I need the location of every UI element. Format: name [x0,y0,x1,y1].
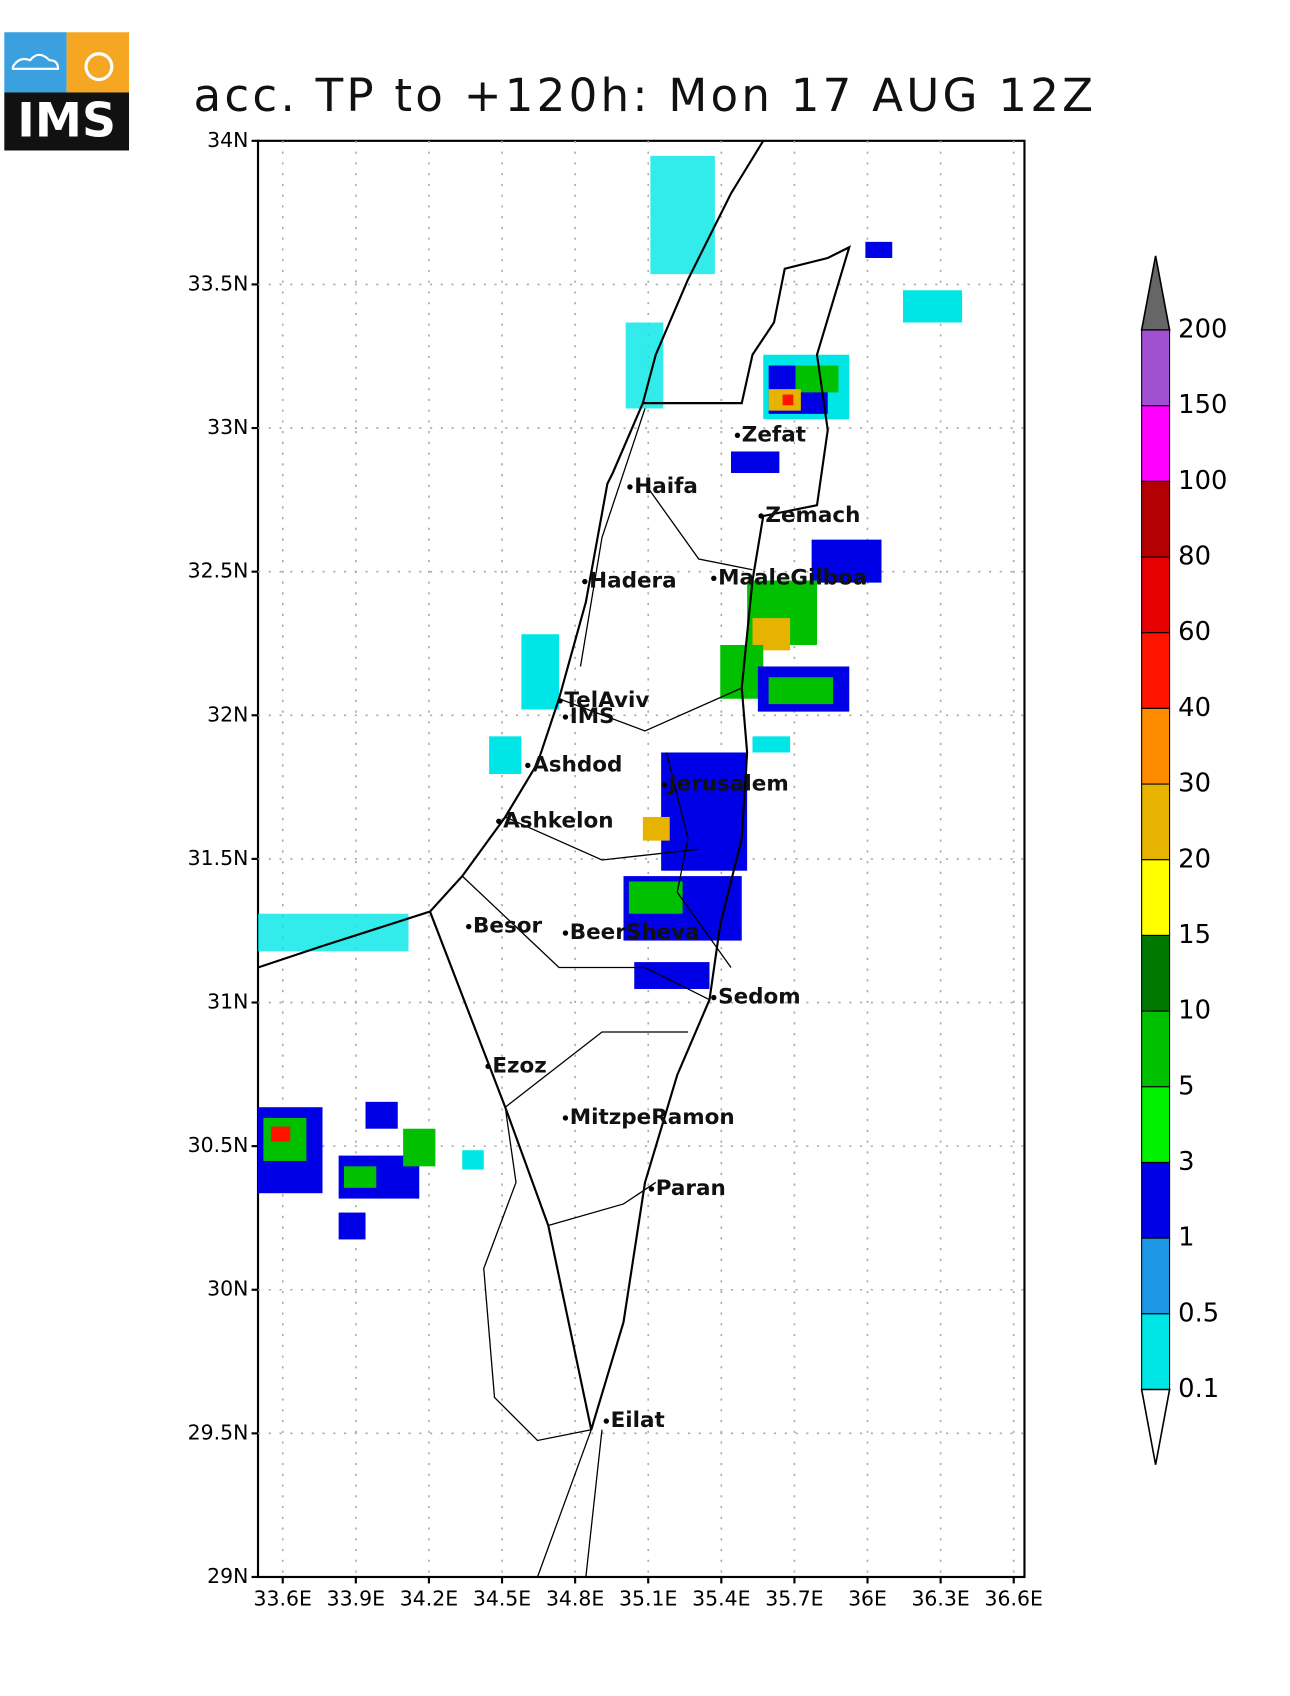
city-dot [562,930,569,936]
colorbar-segment [1141,1010,1171,1088]
city-label: Ashdod [532,752,622,777]
lon-label: 33.9E [327,1587,385,1611]
city-dot [525,762,531,769]
city-label: Jerusalem [667,772,789,797]
lat-label: 32N [207,702,248,726]
lon-label: 36.3E [911,1587,969,1611]
city-dot [734,432,741,439]
city-dot [711,994,717,1001]
city-label: IMS [570,704,615,729]
city-label: MaaleGilboa [718,565,867,590]
city-label: Hadera [589,569,677,594]
colorbar-segment [1141,859,1171,936]
colorbar-segment [1141,707,1171,785]
lat-label: 29.5N [188,1420,249,1444]
city-label: TelAviv [564,688,649,713]
city-label: Ashkelon [503,808,613,833]
map-title: acc. TP to +120h: Mon 17 AUG 12Z [194,69,1097,122]
lat-label: 30N [207,1277,248,1301]
city-label: Paran [656,1176,726,1201]
borders [257,140,851,1578]
city-dot [648,1186,655,1192]
colorbar-label: 30 [1178,769,1211,799]
city-dot [562,714,569,720]
lat-label: 29N [207,1564,248,1588]
precipitation [258,155,963,1240]
colorbar-label: 5 [1178,1071,1194,1101]
city-dot [485,1063,491,1070]
colorbar-label: 100 [1178,466,1227,496]
lon-label: 36.6E [985,1587,1043,1611]
lat-label: 34N [207,128,248,152]
colorbar-segment [1141,1313,1171,1391]
city-dot [466,923,472,930]
colorbar-label: 20 [1178,844,1211,874]
colorbar-segment [1141,1161,1171,1239]
city-label: MitzpeRamon [570,1105,735,1130]
city-label: Eilat [611,1408,665,1433]
colorbar: 200 150 100 80 60 40 30 20 15 10 5 3 1 0.5 0.1 [1140,255,1227,1465]
colorbar-label: 15 [1178,920,1211,950]
city-dot [562,1115,569,1121]
city-dot [758,513,764,519]
lon-label: 36E [848,1587,887,1611]
city-label: Zemach [765,503,860,528]
lon-label: 35.7E [765,1587,823,1611]
lat-label: 31.5N [188,846,249,870]
city-label: Sedom [718,985,801,1010]
colorbar-label: 0.5 [1178,1298,1219,1328]
lat-label: 30.5N [188,1133,249,1157]
city-dot [557,698,563,704]
logo-text: IMS [17,94,116,149]
colorbar-segment [1141,783,1171,861]
colorbar-segment [1141,1086,1171,1164]
city-dot [603,1418,609,1424]
city-dot [627,484,633,490]
lat-label: 33N [207,415,248,439]
lon-label: 34.5E [473,1587,531,1611]
grid: 34N 33.5N 33N 32.5N 32N 31.5N 31N 30.5N 30N 29.5N… [188,128,1043,1611]
colorbar-label: 80 [1178,542,1211,572]
colorbar-top [1140,255,1171,331]
lon-label: 35.4E [692,1587,750,1611]
colorbar-label: 1 [1178,1223,1194,1253]
lon-label: 33.6E [254,1587,312,1611]
colorbar-bottom [1140,1388,1171,1465]
colorbar-label: 3 [1178,1147,1194,1177]
city-labels: Zefat Haifa Zemach Hadera MaaleGilboa TelAviv… [466,422,867,1433]
colorbar-label: 150 [1178,390,1227,420]
colorbar-segment [1141,632,1171,709]
city-dot [496,818,502,824]
lon-label: 35.1E [619,1587,677,1611]
city-label: Haifa [634,474,698,499]
colorbar-segment [1141,405,1171,482]
city-dot [582,578,588,585]
lat-label: 31N [207,990,248,1014]
city-label: BeerSheva [570,920,700,945]
city-dot [661,782,668,788]
colorbar-segment [1141,556,1171,634]
city-label: Besor [473,914,542,939]
colorbar-label: 200 [1178,315,1227,345]
logo: IMS [4,32,130,151]
colorbar-segment [1141,1237,1171,1315]
colorbar-label: 60 [1178,617,1211,647]
lat-label: 32.5N [188,559,249,583]
lat-label: 33.5N [188,271,249,295]
colorbar-label: 0.1 [1178,1374,1219,1404]
lon-label: 34.2E [400,1587,458,1611]
city-label: Ezoz [492,1053,546,1078]
colorbar-segment [1141,329,1171,407]
colorbar-label: 40 [1178,693,1211,723]
lon-label: 34.8E [546,1587,604,1611]
city-label: Zefat [742,422,806,447]
colorbar-segment [1141,480,1171,558]
colorbar-segment [1141,934,1171,1012]
city-dot [711,575,717,582]
colorbar-label: 10 [1178,996,1211,1026]
